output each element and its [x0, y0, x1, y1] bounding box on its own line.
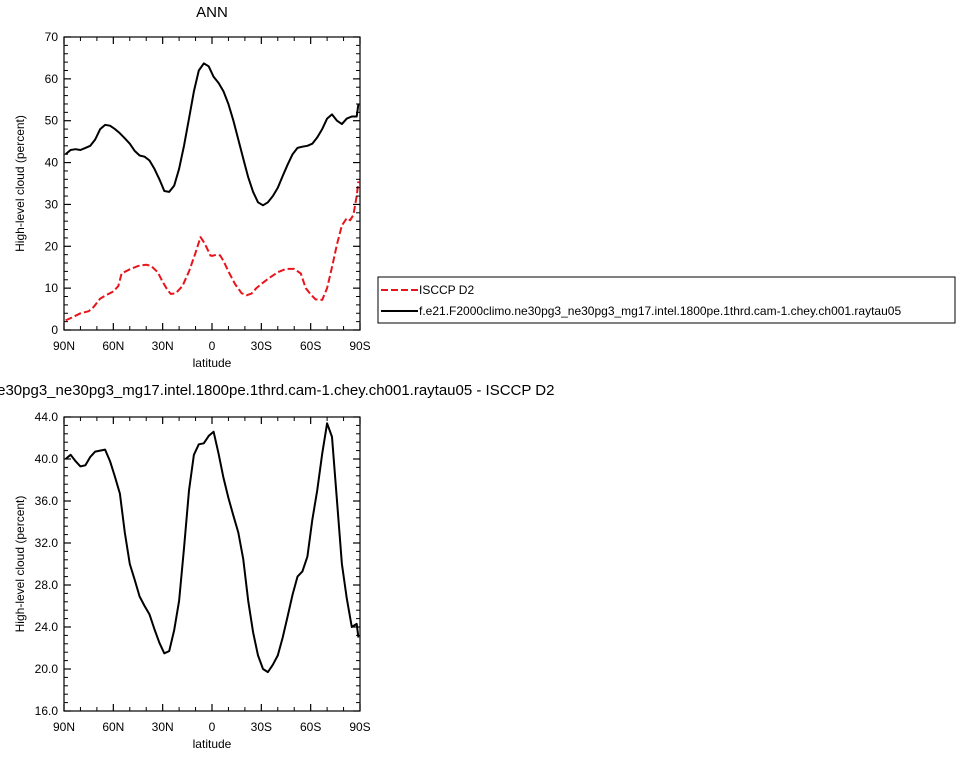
x-axis-label: latitude [193, 737, 232, 751]
y-tick-label: 44.0 [35, 410, 59, 424]
y-tick-label: 60 [45, 72, 59, 86]
x-axis-label: latitude [193, 356, 232, 370]
x-tick-label: 90N [53, 339, 75, 353]
y-tick-label: 40.0 [35, 452, 59, 466]
x-tick-label: 60N [102, 720, 124, 734]
x-tick-label: 0 [209, 720, 216, 734]
y-tick-label: 70 [45, 30, 59, 44]
y-tick-label: 30 [45, 197, 59, 211]
chart-top-annual-high-cloud: ANN 90N 60N 30N 0 30S 60S 90S 0 10 20 30 40 50 60 70 lat… [13, 4, 371, 370]
chart-bottom-difference: f.e21.F2000climo.ne30pg3_ne30pg3_mg17.in… [0, 382, 554, 751]
legend-entry: ISCCP D2 [419, 283, 474, 297]
x-tick-label: 60S [300, 339, 321, 353]
plot-frame [63, 36, 361, 331]
y-tick-label: 50 [45, 114, 59, 128]
series-line-isccp-d2 [65, 181, 360, 322]
legend-entry: f.e21.F2000climo.ne30pg3_ne30pg3_mg17.in… [419, 304, 901, 318]
y-tick-label: 24.0 [35, 620, 59, 634]
y-tick-label: 40 [45, 156, 59, 170]
y-tick-label: 20 [45, 239, 59, 253]
chart-title: f.e21.F2000climo.ne30pg3_ne30pg3_mg17.in… [0, 382, 554, 399]
y-tick-label: 0 [51, 323, 58, 337]
series-line-model [64, 62, 360, 207]
x-tick-label: 90N [53, 720, 75, 734]
y-tick-label: 36.0 [35, 494, 59, 508]
y-axis-label: High-level cloud (percent) [13, 115, 27, 252]
x-tick-label: 90S [349, 720, 370, 734]
x-tick-label: 90S [349, 339, 370, 353]
y-tick-label: 32.0 [35, 536, 59, 550]
y-tick-label: 20.0 [35, 662, 59, 676]
x-tick-label: 30N [152, 339, 174, 353]
chart-legend: ISCCP D2 f.e21.F2000climo.ne30pg3_ne30pg3… [377, 276, 956, 324]
x-tick-label: 30N [152, 720, 174, 734]
plot-frame [63, 416, 361, 712]
y-tick-label: 16.0 [35, 704, 59, 718]
y-tick-label: 28.0 [35, 578, 59, 592]
series-line-model [64, 422, 360, 674]
y-tick-label: 10 [45, 281, 59, 295]
x-tick-label: 60N [102, 339, 124, 353]
legend-box [377, 276, 956, 324]
series-group [64, 422, 360, 674]
y-axis-label: High-level cloud (percent) [13, 496, 27, 633]
chart-title: ANN [196, 4, 228, 21]
series-group [64, 62, 360, 322]
x-tick-label: 30S [251, 339, 272, 353]
x-tick-label: 30S [251, 720, 272, 734]
x-tick-label: 60S [300, 720, 321, 734]
x-tick-label: 0 [209, 339, 216, 353]
